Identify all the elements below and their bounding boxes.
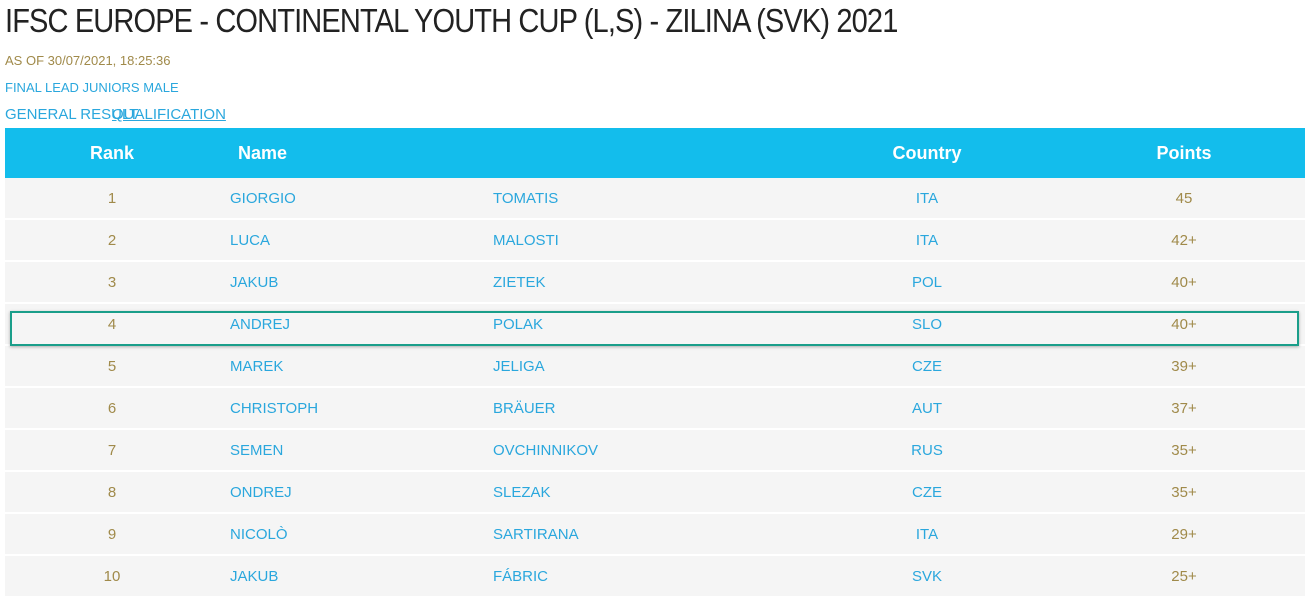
last-name[interactable]: MALOSTI	[493, 232, 559, 249]
last-name[interactable]: ZIETEK	[493, 274, 546, 291]
points: 45	[1175, 190, 1193, 207]
last-name[interactable]: TOMATIS	[493, 190, 559, 207]
table-row: 5 MAREK JELIGA CZE 39+	[5, 346, 1305, 388]
last-name[interactable]: POLAK	[493, 316, 544, 333]
first-name[interactable]: NICOLÒ	[230, 526, 288, 543]
country: POL	[911, 274, 943, 291]
points: 40+	[1171, 316, 1197, 333]
timestamp: AS OF 30/07/2021, 18:25:36	[5, 53, 171, 68]
country: ITA	[915, 190, 939, 207]
table-row: 6 CHRISTOPH BRÄUER AUT 37+	[5, 388, 1305, 430]
rank: 5	[107, 358, 117, 375]
country: CZE	[912, 484, 942, 501]
table-row: 1 GIORGIO TOMATIS ITA 45	[5, 178, 1305, 220]
last-name[interactable]: OVCHINNIKOV	[493, 442, 599, 459]
rank: 3	[107, 274, 117, 291]
rank: 10	[103, 568, 121, 585]
first-name[interactable]: MAREK	[230, 358, 284, 375]
table-row: 10 JAKUB FÁBRIC SVK 25+	[5, 556, 1305, 598]
column-header: Rank	[89, 143, 135, 163]
table-row: 3 JAKUB ZIETEK POL 40+	[5, 262, 1305, 304]
points: 25+	[1171, 568, 1197, 585]
column-header: Name	[238, 143, 288, 163]
rank: 6	[107, 400, 117, 417]
country: SLO	[911, 316, 943, 333]
rank: 4	[107, 316, 117, 333]
points: 35+	[1171, 442, 1197, 459]
table-row: 9 NICOLÒ SARTIRANA ITA 29+	[5, 514, 1305, 556]
country: SVK	[911, 568, 943, 585]
first-name[interactable]: JAKUB	[230, 568, 279, 585]
rank: 7	[107, 442, 117, 459]
country: RUS	[911, 442, 943, 459]
table-row: 2 LUCA MALOSTI ITA 42+	[5, 220, 1305, 262]
points: 35+	[1171, 484, 1197, 501]
tab-link[interactable]: QUALIFICATION	[112, 106, 226, 123]
points: 42+	[1171, 232, 1197, 249]
country: AUT	[912, 400, 942, 417]
last-name[interactable]: BRÄUER	[493, 400, 556, 417]
last-name[interactable]: FÁBRIC	[493, 568, 549, 585]
first-name[interactable]: ANDREJ	[230, 316, 291, 333]
first-name[interactable]: JAKUB	[230, 274, 279, 291]
points: 29+	[1171, 526, 1197, 543]
rank: 8	[107, 484, 117, 501]
last-name[interactable]: SARTIRANA	[493, 526, 579, 543]
first-name[interactable]: ONDREJ	[230, 484, 292, 501]
points: 39+	[1171, 358, 1197, 375]
last-name[interactable]: JELIGA	[493, 358, 545, 375]
first-name[interactable]: CHRISTOPH	[230, 400, 319, 417]
table-header: Rank Name Country Points	[5, 128, 1305, 178]
points: 40+	[1171, 274, 1197, 291]
column-header: Country	[892, 143, 962, 163]
first-name[interactable]: LUCA	[230, 232, 271, 249]
table-row: 7 SEMEN OVCHINNIKOV RUS 35+	[5, 430, 1305, 472]
event-name: FINAL LEAD JUNIORS MALE	[5, 80, 179, 95]
country: ITA	[915, 232, 939, 249]
rank: 9	[107, 526, 117, 543]
last-name[interactable]: SLEZAK	[493, 484, 551, 501]
row-highlight	[10, 311, 1299, 346]
rank: 1	[107, 190, 117, 207]
country: ITA	[915, 526, 939, 543]
first-name[interactable]: GIORGIO	[230, 190, 296, 207]
rank: 2	[107, 232, 117, 249]
country: CZE	[912, 358, 942, 375]
column-header: Points	[1156, 143, 1212, 163]
first-name[interactable]: SEMEN	[230, 442, 284, 459]
page-title: IFSC EUROPE - CONTINENTAL YOUTH CUP (L,S…	[5, 2, 898, 39]
tab[interactable]: GENERAL RESULT	[5, 106, 139, 123]
points: 37+	[1171, 400, 1197, 417]
table-row: 8 ONDREJ SLEZAK CZE 35+	[5, 472, 1305, 514]
